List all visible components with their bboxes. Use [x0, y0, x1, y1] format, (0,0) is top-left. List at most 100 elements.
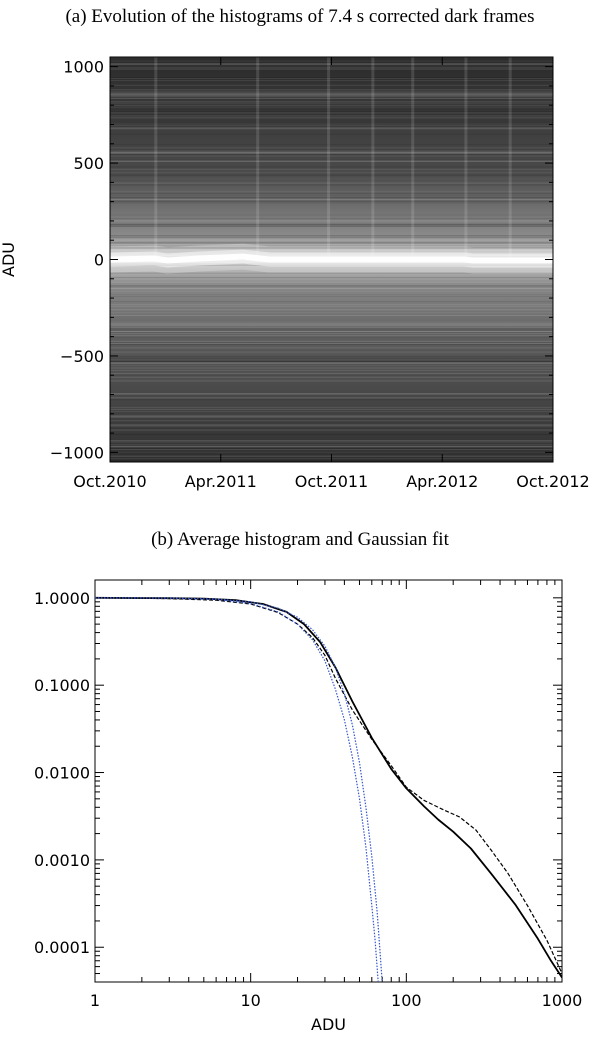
- heatmap-noise-streak: [110, 89, 553, 91]
- heatmap-noise-streak: [110, 95, 553, 97]
- heatmap-noise-streak: [110, 270, 553, 272]
- x-tick-label: Apr.2011: [185, 472, 257, 491]
- heatmap-noise-streak: [110, 111, 553, 113]
- heatmap-noise-streak: [110, 241, 553, 243]
- heatmap-noise-streak: [110, 287, 553, 289]
- y-tick-label: 1.0000: [34, 589, 90, 608]
- heatmap-noise-streak: [110, 429, 553, 431]
- heatmap-noise-streak: [110, 98, 553, 100]
- heatmap-noise-streak: [110, 247, 553, 249]
- y-tick-label: 500: [73, 154, 104, 173]
- chart-b-title: (b) Average histogram and Gaussian fit: [151, 529, 449, 550]
- heatmap-noise-streak: [110, 224, 553, 226]
- heatmap-noise-streak: [110, 95, 553, 97]
- heatmap-noise-streak: [110, 157, 553, 159]
- heatmap-noise-streak: [110, 107, 553, 109]
- heatmap-noise-streak: [110, 379, 553, 381]
- heatmap-noise-streak: [110, 218, 553, 220]
- heatmap-noise-streak: [110, 312, 553, 314]
- heatmap-noise-streak: [110, 340, 553, 342]
- heatmap-noise-streak: [110, 419, 553, 421]
- heatmap-noise-streak: [110, 335, 553, 337]
- heatmap-noise-streak: [110, 149, 553, 151]
- heatmap-noise-streak: [110, 326, 553, 328]
- heatmap-noise-streak: [110, 88, 553, 90]
- heatmap-noise-streak: [110, 109, 553, 111]
- heatmap-noise-streak: [110, 377, 553, 379]
- heatmap-noise-streak: [110, 156, 553, 158]
- heatmap-noise-streak: [110, 184, 553, 186]
- heatmap-noise-streak: [110, 446, 553, 448]
- heatmap-noise-streak: [110, 351, 553, 353]
- heatmap-noise-streak: [110, 355, 553, 357]
- heatmap-noise-streak: [110, 155, 553, 157]
- heatmap-noise-streak: [110, 366, 553, 368]
- x-tick-label: Oct.2010: [73, 472, 146, 491]
- heatmap-noise-streak: [110, 147, 553, 149]
- heatmap-noise-streak: [110, 180, 553, 182]
- heatmap-noise-streak: [110, 247, 553, 249]
- heatmap-noise-streak: [110, 235, 553, 237]
- heatmap-noise-streak: [110, 406, 553, 408]
- heatmap-noise-streak: [110, 152, 553, 154]
- heatmap-noise-streak: [110, 121, 553, 123]
- y-tick-label: 0.0010: [34, 851, 90, 870]
- heatmap-noise-streak: [110, 84, 553, 86]
- heatmap-noise-streak: [110, 190, 553, 192]
- heatmap-noise-streak: [110, 148, 553, 150]
- heatmap-noise-streak: [110, 376, 553, 378]
- heatmap-noise-streak: [110, 399, 553, 401]
- heatmap-noise-streak: [110, 77, 553, 79]
- heatmap-noise-streak: [110, 350, 553, 352]
- heatmap-noise-streak: [110, 113, 553, 115]
- heatmap-noise-streak: [110, 424, 553, 426]
- heatmap-noise-streak: [110, 154, 553, 156]
- heatmap-noise-streak: [110, 102, 553, 104]
- heatmap-noise-streak: [110, 95, 553, 97]
- heatmap-noise-streak: [110, 105, 553, 107]
- heatmap-noise-streak: [110, 192, 553, 194]
- heatmap-noise-streak: [110, 239, 553, 241]
- heatmap-noise-streak: [110, 158, 553, 160]
- heatmap-noise-streak: [110, 332, 553, 334]
- heatmap-noise-streak: [110, 243, 553, 245]
- heatmap-noise-streak: [110, 200, 553, 202]
- heatmap-noise-streak: [110, 350, 553, 352]
- heatmap-noise-streak: [110, 347, 553, 349]
- heatmap-noise-streak: [110, 329, 553, 331]
- x-tick-label: 100: [391, 991, 422, 1010]
- series-group: [95, 596, 562, 982]
- heatmap-noise-streak: [110, 441, 553, 443]
- heatmap-noise-streak: [110, 223, 553, 225]
- heatmap-noise-streak: [110, 133, 553, 135]
- heatmap-noise-streak: [110, 393, 553, 395]
- heatmap-noise-streak: [110, 380, 553, 382]
- heatmap-noise-streak: [110, 328, 553, 330]
- heatmap-noise-streak: [110, 423, 553, 425]
- heatmap-noise-streak: [110, 128, 553, 130]
- heatmap-noise-streak: [110, 105, 553, 107]
- heatmap-noise-streak: [110, 94, 553, 96]
- heatmap-noise-streak: [110, 425, 553, 427]
- heatmap-noise-streak: [110, 175, 553, 177]
- x-axis-label: ADU: [311, 1015, 346, 1034]
- heatmap-noise-streak: [110, 158, 553, 160]
- heatmap-noise-streak: [110, 182, 553, 184]
- heatmap-noise-streak: [110, 360, 553, 362]
- series-line-4: [95, 597, 383, 982]
- heatmap-noise-streak: [110, 291, 553, 293]
- heatmap-noise-streak: [110, 277, 553, 279]
- heatmap-band-core: [110, 253, 553, 264]
- series-line-3: [95, 597, 379, 982]
- heatmap-noise-streak: [110, 416, 553, 418]
- heatmap-noise-streak: [110, 245, 553, 247]
- heatmap-noise-streak: [110, 223, 553, 225]
- heatmap-noise-streak: [110, 393, 553, 395]
- heatmap-noise-streak: [110, 324, 553, 326]
- heatmap-noise-streak: [110, 357, 553, 359]
- y-tick-label: 0.1000: [34, 676, 90, 695]
- heatmap-noise-streak: [110, 171, 553, 173]
- heatmap-noise-streak: [110, 314, 553, 316]
- x-tick-label: Oct.2012: [516, 472, 589, 491]
- y-tick-label: −500: [60, 347, 104, 366]
